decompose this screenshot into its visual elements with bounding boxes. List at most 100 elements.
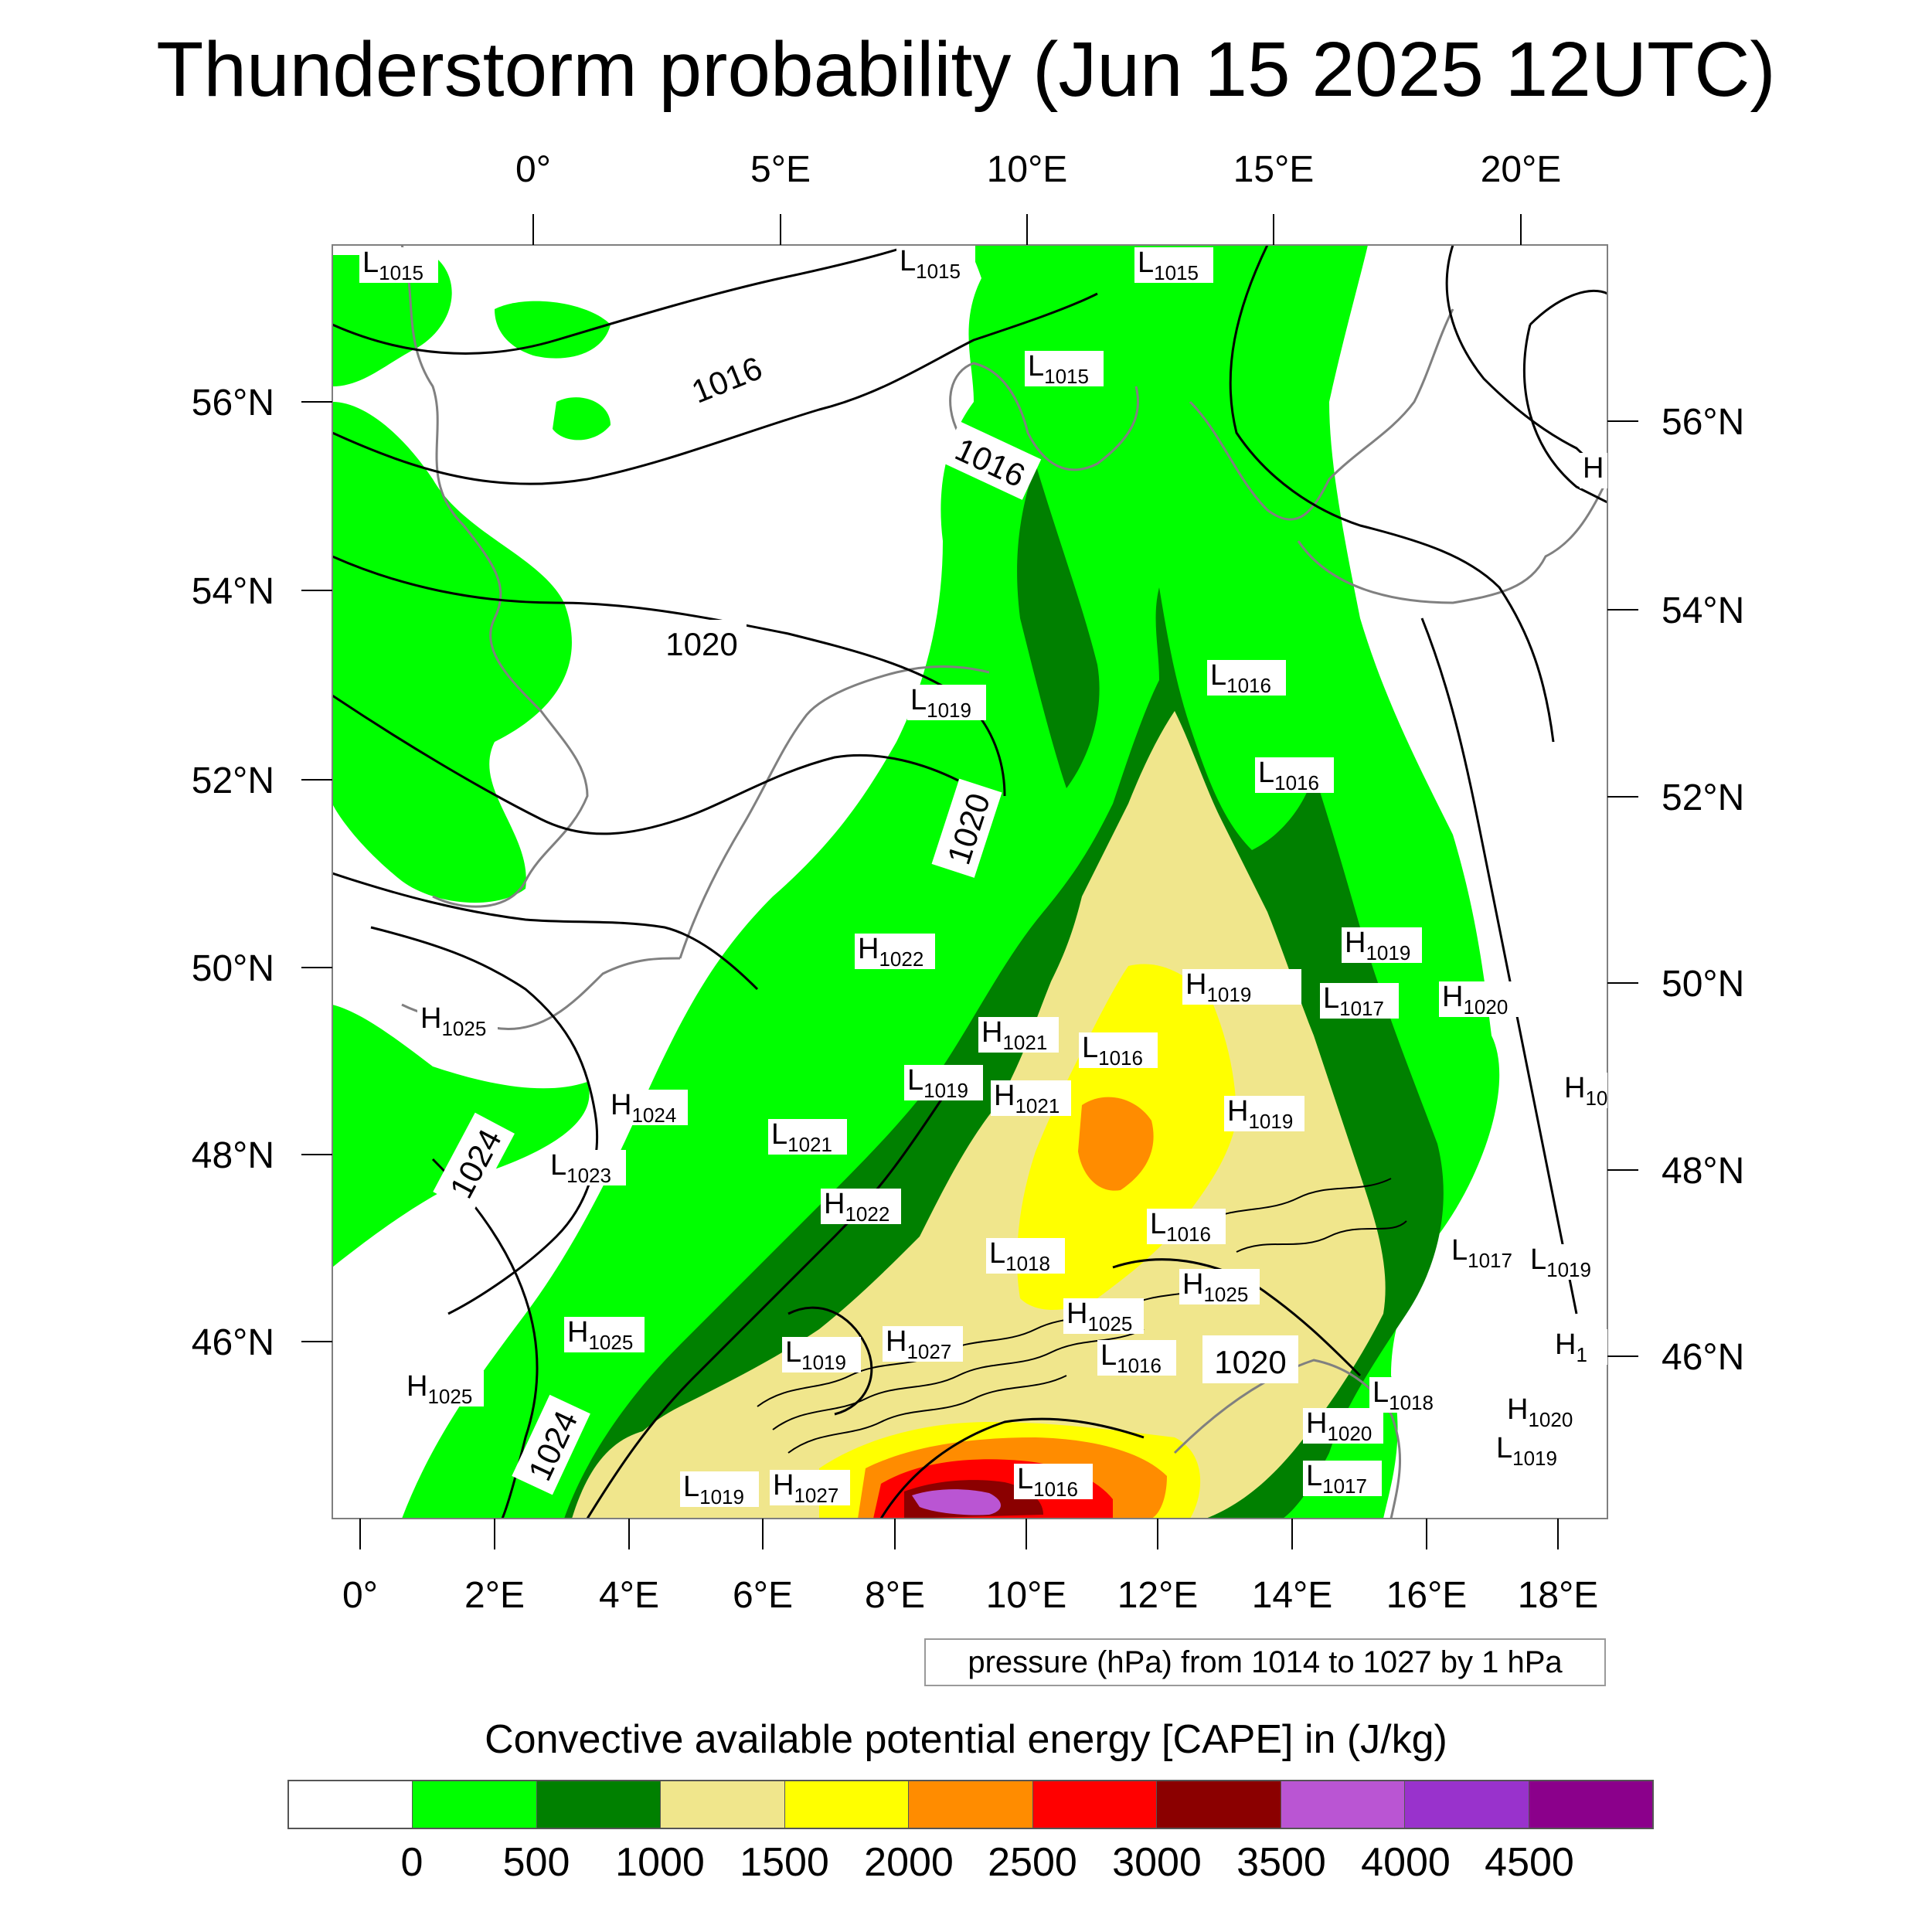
bottom-lon-label: 16°E [1386, 1575, 1468, 1616]
pressure-center-value: 1020 [1327, 1422, 1372, 1445]
top-lon-label: 10°E [987, 149, 1068, 190]
isobar-line-2 [332, 292, 1098, 485]
pressure-center-value: 1019 [923, 1079, 968, 1102]
isobar-line-13 [1420, 617, 1578, 1315]
pressure-center-value: 1016 [1274, 771, 1319, 794]
pressure-center-value: 1016 [1166, 1223, 1211, 1246]
pressure-center-label: H1019 [1227, 1095, 1293, 1133]
colorbar-swatch [1157, 1781, 1281, 1828]
coastline-baltic-north [1189, 308, 1454, 521]
pressure-center-value: 1019 [927, 699, 971, 722]
colorbar-swatch [1405, 1781, 1529, 1828]
pressure-center-type: H [406, 1370, 427, 1403]
bottom-lon-label: 14°E [1252, 1575, 1333, 1616]
left-lat-label: 50°N [192, 948, 274, 989]
map-title: Thunderstorm probability (Jun 15 2025 12… [156, 26, 1776, 113]
top-longitude-axis: 0° 5°E 10°E 15°E 20°E [515, 149, 1561, 245]
isobar-line-9 [879, 1417, 1145, 1519]
pressure-center-value: 10 [1585, 1087, 1607, 1110]
pressure-center-label: H1022 [824, 1188, 889, 1226]
pressure-center-label: L1015 [1028, 350, 1089, 388]
pressure-center-value: 1015 [1044, 365, 1089, 388]
right-lat-label: 54°N [1662, 590, 1744, 631]
pressure-center-label: H1024 [611, 1089, 676, 1127]
pressure-center-type: L [785, 1336, 801, 1369]
cape-region-green-nw-spot [495, 301, 611, 359]
pressure-center-type: H [981, 1016, 1002, 1049]
pressure-center-value: 1018 [1389, 1391, 1434, 1414]
colorbar-tick-label: 0 [400, 1840, 423, 1885]
cape-region-green-west [332, 402, 572, 903]
pressure-center-value: 1020 [1463, 995, 1508, 1019]
pressure-center-label: L1016 [1258, 757, 1319, 794]
pressure-center-value: 1016 [1098, 1046, 1143, 1070]
isobar-alps-2 [772, 1328, 1145, 1430]
colorbar-tick-labels: 0 500 1000 1500 2000 2500 3000 3500 4000… [0, 1838, 1932, 1892]
top-lon-label: 15°E [1233, 149, 1315, 190]
left-lat-label: 54°N [192, 571, 274, 612]
pressure-center-type: L [1138, 247, 1154, 279]
colorbar-swatch [413, 1781, 537, 1828]
pressure-center-type: L [1451, 1234, 1468, 1267]
pressure-center-type: H [1066, 1298, 1087, 1330]
pressure-center-type: H [994, 1080, 1015, 1112]
pressure-center-label: L1019 [785, 1336, 846, 1374]
pressure-center-value: 1025 [427, 1385, 472, 1408]
colorbar-swatch [1529, 1781, 1652, 1828]
isobar-line-12 [1523, 289, 1607, 504]
pressure-center-label: H1019 [1345, 927, 1410, 964]
pressure-center-type: L [1028, 350, 1044, 383]
pressure-center-type: L [1082, 1032, 1098, 1064]
colorbar-swatch [1032, 1781, 1158, 1828]
cape-region-orange-center [1078, 1097, 1154, 1191]
pressure-center-value: 1027 [906, 1340, 951, 1363]
pressure-center-label: L1019 [683, 1471, 744, 1509]
cape-region-violet-south [912, 1489, 1001, 1515]
pressure-center-value: 1021 [1015, 1094, 1060, 1117]
pressure-center-type: L [989, 1237, 1005, 1270]
pressure-center-label: L1015 [900, 245, 961, 283]
cape-region-khaki-main [587, 711, 1386, 1519]
isobars-layer [332, 245, 1607, 1519]
isobar-alps-4 [1236, 1220, 1407, 1253]
pressure-center-label: L1016 [1082, 1032, 1143, 1070]
pressure-center-type: H [1507, 1393, 1528, 1426]
bottom-longitude-axis: 0° 2°E 4°E 6°E 8°E 10°E 12°E 14°E 16°E 1… [342, 1519, 1598, 1616]
pressure-center-label: L1019 [1530, 1243, 1591, 1281]
top-lon-label: 0° [515, 149, 551, 190]
pressure-center-label: H1022 [858, 933, 923, 971]
pressure-center-value: 1023 [566, 1164, 611, 1187]
colorbar-swatch [536, 1781, 662, 1828]
bottom-lon-label: 18°E [1518, 1575, 1599, 1616]
pressure-center-type: H [773, 1469, 794, 1502]
pressure-center-label: L1016 [1100, 1339, 1162, 1377]
pressure-center-label: L1017 [1306, 1460, 1367, 1498]
bottom-lon-label: 2°E [464, 1575, 525, 1616]
right-lat-label: 56°N [1662, 402, 1744, 443]
bottom-lon-label: 12°E [1117, 1575, 1199, 1616]
colorbar-swatch [784, 1781, 910, 1828]
pressure-center-value: 1016 [1117, 1354, 1162, 1377]
pressure-center-value: 1015 [916, 260, 961, 283]
cape-region-green-west-south [332, 1005, 590, 1267]
coastline-adriatic [1173, 1359, 1402, 1519]
pressure-center-type: L [1530, 1243, 1546, 1276]
pressure-center-type: L [362, 247, 379, 279]
pressure-center-value: 1025 [1203, 1283, 1248, 1306]
pressure-center-type: H [1583, 452, 1604, 485]
pressure-center-label: L1017 [1323, 982, 1384, 1020]
pressure-center-value: 1025 [441, 1017, 486, 1040]
pressure-center-type: H [567, 1316, 588, 1349]
isobar-line-5 [332, 872, 759, 991]
isobar-label: 1020 [1214, 1344, 1286, 1380]
pressure-center-value: 1019 [1366, 941, 1410, 964]
isobar-line-10 [1229, 245, 1555, 743]
pressure-center-type: L [910, 684, 927, 716]
pressure-center-label: H1025 [406, 1370, 472, 1408]
left-lat-label: 52°N [192, 760, 274, 801]
pressure-center-label: H1027 [886, 1325, 951, 1363]
pressure-center-label: L1018 [989, 1237, 1050, 1275]
pressure-center-type: L [1100, 1339, 1117, 1372]
colorbar-title: Convective available potential energy [C… [485, 1717, 1447, 1762]
pressure-center-value: 1017 [1322, 1475, 1367, 1498]
